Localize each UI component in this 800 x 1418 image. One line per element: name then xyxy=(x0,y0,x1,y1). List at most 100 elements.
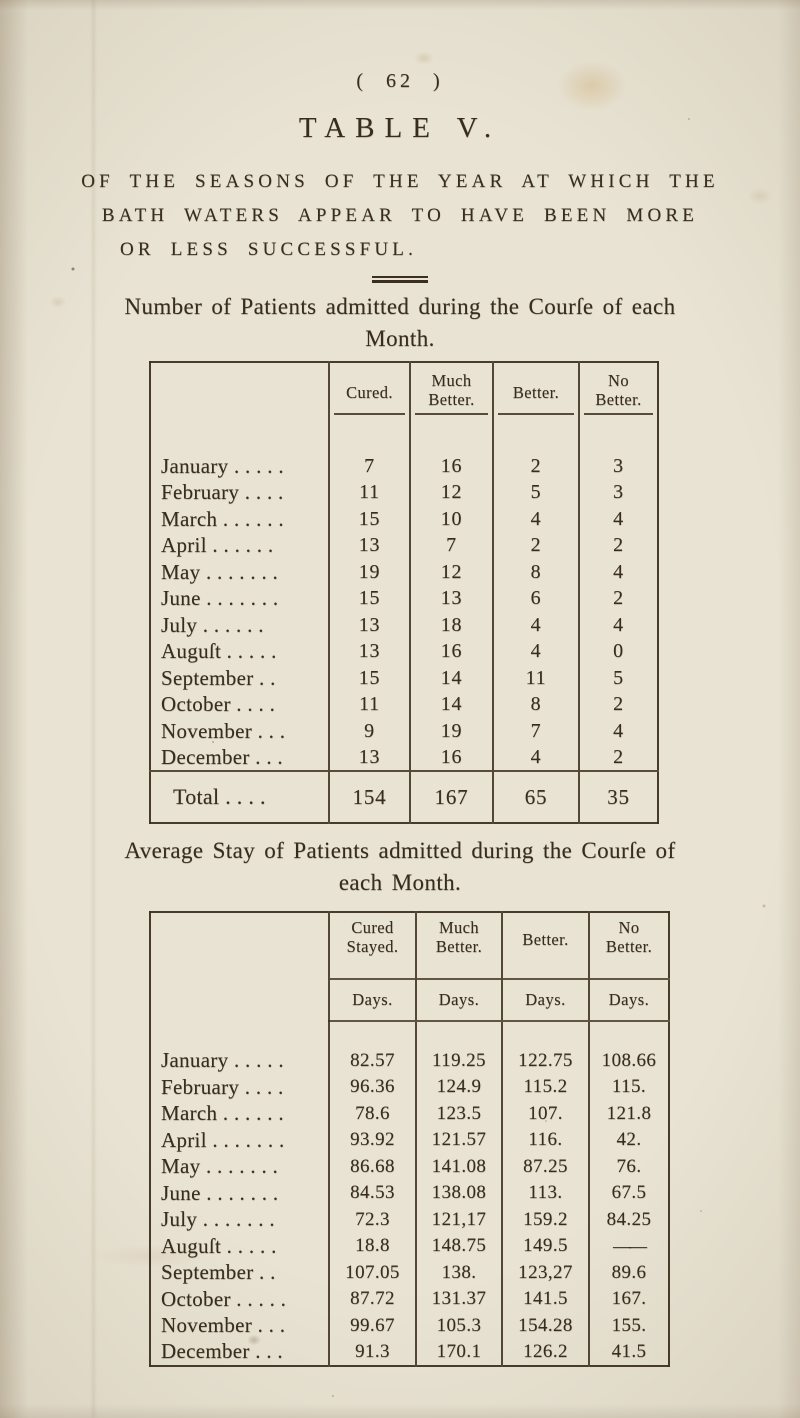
table-row: Auguſt . . . . . 18.8 148.75 149.5 —— xyxy=(150,1233,669,1260)
days-unit-label: Days. xyxy=(588,978,669,1022)
value-cell: 87.25 xyxy=(501,1153,589,1180)
value-cell: 107. xyxy=(501,1100,589,1127)
value-cell: 0 xyxy=(578,638,658,665)
paper-fold-line xyxy=(92,0,95,1418)
value-cell: 115. xyxy=(588,1074,669,1101)
cured-column-header: Cured. xyxy=(328,362,410,453)
value-cell: 72.3 xyxy=(328,1206,416,1233)
value-cell: 19 xyxy=(409,718,493,745)
value-cell: 42. xyxy=(588,1127,669,1154)
value-cell: 89.6 xyxy=(588,1259,669,1286)
total-value-cell: 35 xyxy=(578,770,658,823)
value-cell: 15 xyxy=(328,665,410,692)
month-label: November . . . xyxy=(161,718,286,743)
value-cell: 124.9 xyxy=(415,1074,502,1101)
month-label: February . . . . xyxy=(161,1074,284,1099)
value-cell: 116. xyxy=(501,1127,589,1154)
patients-table-caption-line-2: Month. xyxy=(365,326,435,351)
cured-stayed-column-header: Cured Stayed. xyxy=(328,912,416,979)
value-cell: 15 xyxy=(328,506,410,533)
value-cell: 6 xyxy=(492,585,579,612)
month-label: March . . . . . . xyxy=(161,1101,284,1126)
table-row: March . . . . . . 15 10 4 4 xyxy=(150,506,658,533)
much-better-column-header: Much Better. xyxy=(409,362,493,453)
value-cell: 2 xyxy=(578,532,658,559)
table-row: January . . . . . 7 16 2 3 xyxy=(150,453,658,480)
value-cell: 41.5 xyxy=(588,1339,669,1366)
table-row: Auguſt . . . . . 13 16 4 0 xyxy=(150,638,658,665)
heading-line-1: OF THE SEASONS OF THE YEAR AT WHICH THE xyxy=(81,171,719,192)
value-cell: 107.05 xyxy=(328,1259,416,1286)
table-row: October . . . . 11 14 8 2 xyxy=(150,691,658,718)
month-label: May . . . . . . . xyxy=(161,1154,279,1179)
value-cell: 19 xyxy=(328,559,410,586)
value-cell: 12 xyxy=(409,479,493,506)
days-unit-label: Days. xyxy=(415,978,502,1022)
value-cell: 16 xyxy=(409,453,493,480)
value-cell: 7 xyxy=(328,453,410,480)
value-cell: 2 xyxy=(492,532,579,559)
value-cell: 84.53 xyxy=(328,1180,416,1207)
value-cell: 9 xyxy=(328,718,410,745)
value-cell: 121,17 xyxy=(415,1206,502,1233)
value-cell: 5 xyxy=(492,479,579,506)
value-cell: 149.5 xyxy=(501,1233,589,1260)
value-cell: 148.75 xyxy=(415,1233,502,1260)
days-unit-label: Days. xyxy=(328,978,416,1022)
no-better-column-header: No Better. xyxy=(578,362,658,453)
month-label: Auguſt . . . . . xyxy=(161,1233,277,1258)
value-cell: 138.08 xyxy=(415,1180,502,1207)
value-cell: 2 xyxy=(578,744,658,771)
value-cell: 76. xyxy=(588,1153,669,1180)
month-label: December . . . xyxy=(161,744,283,769)
value-cell: 11 xyxy=(492,665,579,692)
value-cell: 115.2 xyxy=(501,1074,589,1101)
stay-table-caption-line-2: each Month. xyxy=(338,870,462,895)
value-cell: 141.5 xyxy=(501,1286,589,1313)
value-cell: 7 xyxy=(409,532,493,559)
table-row: June . . . . . . . 15 13 6 2 xyxy=(150,585,658,612)
value-cell: 121.57 xyxy=(415,1127,502,1154)
value-cell: 123,27 xyxy=(501,1259,589,1286)
value-cell: 4 xyxy=(492,506,579,533)
value-cell: 2 xyxy=(578,585,658,612)
value-cell: 13 xyxy=(328,532,410,559)
value-cell: 170.1 xyxy=(415,1339,502,1366)
month-label: October . . . . . xyxy=(161,1286,287,1311)
month-label: January . . . . . xyxy=(161,1048,284,1073)
value-cell: 67.5 xyxy=(588,1180,669,1207)
total-value-cell: 65 xyxy=(492,770,579,823)
value-cell: 10 xyxy=(409,506,493,533)
month-label: May . . . . . . . xyxy=(161,559,279,584)
month-label: November . . . xyxy=(161,1313,286,1338)
value-cell: 167. xyxy=(588,1286,669,1313)
total-value-cell: 154 xyxy=(328,770,410,823)
table-row: December . . . 13 16 4 2 xyxy=(150,744,658,771)
paper-specks xyxy=(0,0,1,1)
table-row: February . . . . 96.36 124.9 115.2 115. xyxy=(150,1074,669,1101)
value-cell: 2 xyxy=(492,453,579,480)
days-unit-label: Days. xyxy=(501,978,589,1022)
value-cell: 91.3 xyxy=(328,1339,416,1366)
value-cell: 13 xyxy=(328,744,410,771)
value-cell: 99.67 xyxy=(328,1312,416,1339)
patients-admitted-table: Cured. Much Better. Better. No Better. J… xyxy=(149,361,659,824)
value-cell: 13 xyxy=(328,638,410,665)
month-label: October . . . . xyxy=(161,692,276,717)
table-row: December . . . 91.3 170.1 126.2 41.5 xyxy=(150,1339,669,1366)
table-row: April . . . . . . 13 7 2 2 xyxy=(150,532,658,559)
value-cell: 14 xyxy=(409,691,493,718)
value-cell: 7 xyxy=(492,718,579,745)
value-cell: 93.92 xyxy=(328,1127,416,1154)
total-label: Total . . . . xyxy=(150,770,329,823)
value-cell: 119.25 xyxy=(415,1047,502,1074)
value-cell: 16 xyxy=(409,638,493,665)
value-cell: 113. xyxy=(501,1180,589,1207)
month-label: April . . . . . . . xyxy=(161,1127,285,1152)
table-row: October . . . . . 87.72 131.37 141.5 167… xyxy=(150,1286,669,1313)
month-label: July . . . . . . xyxy=(161,612,264,637)
value-cell: 4 xyxy=(578,559,658,586)
value-cell: 123.5 xyxy=(415,1100,502,1127)
divider-rule-bottom xyxy=(372,280,428,283)
value-cell: 105.3 xyxy=(415,1312,502,1339)
